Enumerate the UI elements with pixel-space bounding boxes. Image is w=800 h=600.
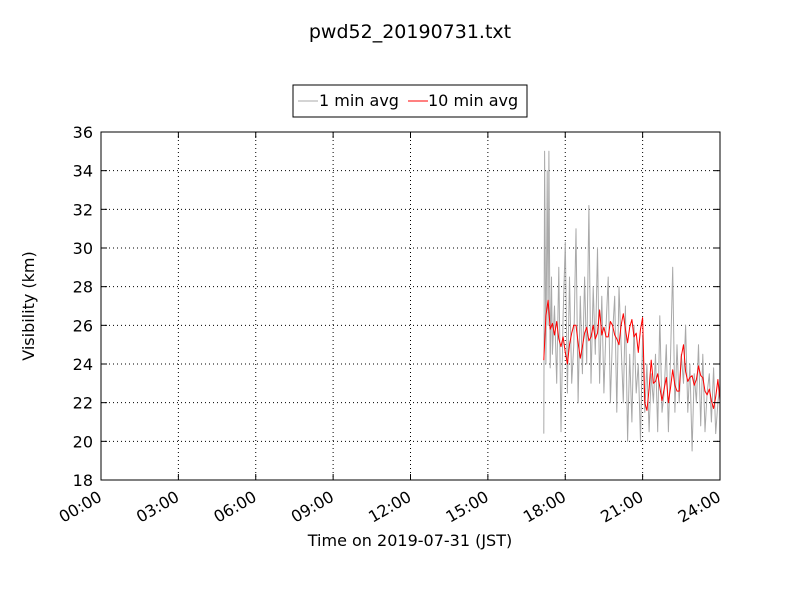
x-tick-label: 18:00 [520, 487, 569, 527]
y-axis-label: Visibility (km) [19, 251, 38, 360]
x-tick-label: 21:00 [597, 487, 646, 527]
y-tick-label: 24 [73, 355, 93, 374]
y-axis-tick-labels: 18 20 22 24 26 28 30 32 34 36 [73, 123, 93, 490]
x-axis-tick-labels: 00:00 03:00 06:00 09:00 12:00 15:00 18:00 21:00… [56, 487, 724, 527]
y-tick-label: 34 [73, 162, 93, 181]
x-tick-label: 06:00 [210, 487, 259, 527]
series-lines [543, 150, 721, 452]
legend-label-1-min-avg: 1 min avg [319, 91, 399, 110]
y-tick-label: 22 [73, 394, 93, 413]
y-tick-label: 26 [73, 316, 93, 335]
x-tick-label: 09:00 [288, 487, 337, 527]
x-axis-label: Time on 2019-07-31 (JST) [307, 531, 512, 550]
y-tick-label: 36 [73, 123, 93, 142]
series-line-1-min-avg [543, 150, 721, 452]
x-tick-label: 12:00 [365, 487, 414, 527]
series-line-10-min-avg [543, 299, 721, 411]
y-tick-label: 28 [73, 278, 93, 297]
x-tick-label: 24:00 [675, 487, 724, 527]
y-tick-label: 32 [73, 200, 93, 219]
x-tick-label: 03:00 [133, 487, 182, 527]
chart-legend: 1 min avg 10 min avg [292, 84, 528, 118]
y-tick-label: 18 [73, 471, 93, 490]
x-tick-label: 15:00 [442, 487, 491, 527]
axis-ticks [100, 131, 721, 481]
legend-label-10-min-avg: 10 min avg [428, 91, 518, 110]
y-tick-label: 20 [73, 432, 93, 451]
y-tick-label: 30 [73, 239, 93, 258]
chart-title: pwd52_20190731.txt [309, 21, 511, 43]
x-tick-label: 00:00 [56, 487, 105, 527]
